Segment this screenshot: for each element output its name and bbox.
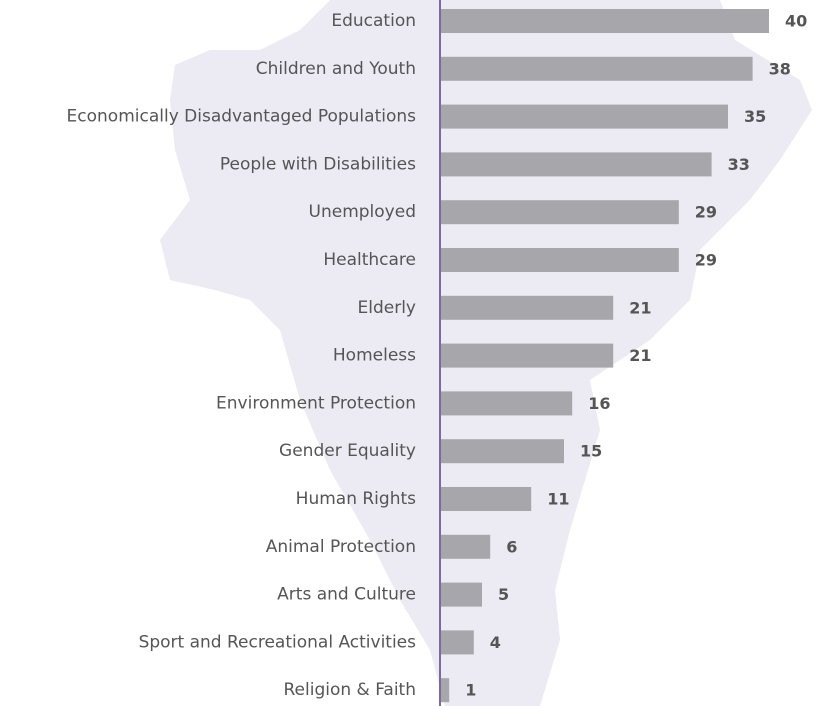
value-label: 38 bbox=[769, 59, 791, 78]
category-label: Unemployed bbox=[309, 202, 416, 222]
category-label: Education bbox=[331, 11, 416, 31]
bar bbox=[441, 630, 474, 655]
value-label: 21 bbox=[629, 346, 651, 365]
bar bbox=[441, 9, 769, 33]
category-label: Gender Equality bbox=[279, 441, 416, 461]
bar bbox=[441, 582, 482, 607]
bar bbox=[441, 248, 679, 272]
bar bbox=[441, 391, 573, 416]
category-label: Healthcare bbox=[323, 250, 416, 270]
bar bbox=[441, 343, 614, 368]
value-label: 16 bbox=[588, 394, 610, 413]
value-label: 33 bbox=[728, 155, 750, 174]
value-label: 29 bbox=[695, 251, 717, 270]
category-label: Sport and Recreational Activities bbox=[139, 632, 417, 652]
category-label: Elderly bbox=[358, 298, 417, 318]
value-label: 40 bbox=[785, 12, 807, 31]
value-label: 29 bbox=[695, 203, 717, 222]
bar bbox=[441, 439, 564, 464]
bar bbox=[441, 487, 532, 511]
value-label: 21 bbox=[629, 298, 651, 317]
bar bbox=[441, 295, 614, 320]
value-label: 6 bbox=[506, 537, 517, 556]
value-label: 11 bbox=[547, 490, 569, 509]
category-label: Animal Protection bbox=[266, 537, 416, 557]
bar bbox=[441, 200, 679, 225]
bar bbox=[441, 152, 712, 177]
value-label: 1 bbox=[465, 681, 476, 700]
category-label: Arts and Culture bbox=[277, 585, 416, 605]
category-label: Homeless bbox=[333, 346, 416, 366]
category-label: Children and Youth bbox=[256, 59, 416, 79]
bar bbox=[441, 104, 728, 129]
bar bbox=[441, 678, 450, 703]
category-label: People with Disabilities bbox=[220, 154, 416, 174]
value-label: 35 bbox=[744, 107, 766, 126]
category-label: Environment Protection bbox=[216, 393, 416, 413]
category-label: Religion & Faith bbox=[283, 680, 416, 700]
value-label: 4 bbox=[490, 633, 501, 652]
bar bbox=[441, 56, 753, 81]
bar bbox=[441, 534, 491, 559]
value-label: 15 bbox=[580, 442, 602, 461]
value-label: 5 bbox=[498, 585, 509, 604]
category-label: Economically Disadvantaged Populations bbox=[67, 107, 417, 127]
category-label: Human Rights bbox=[296, 489, 416, 509]
